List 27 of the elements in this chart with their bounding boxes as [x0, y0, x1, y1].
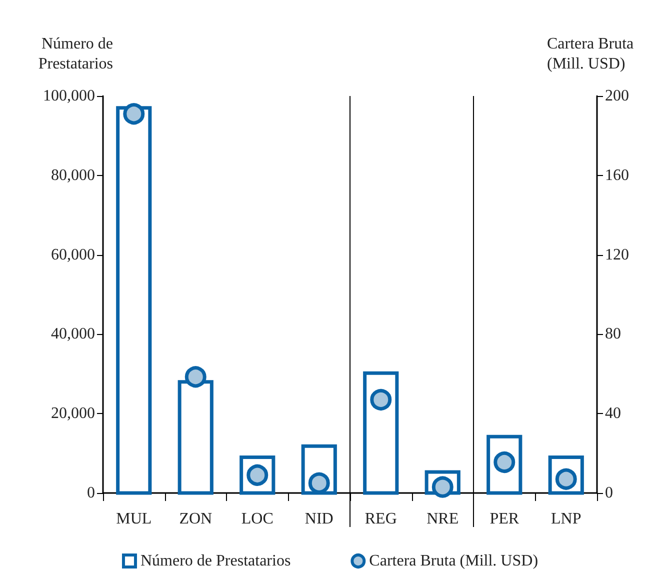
point — [370, 388, 392, 410]
y-tick-label: 100,000 — [43, 88, 95, 104]
y2-tick-label: 200 — [605, 88, 629, 104]
y-axis-title: Número de Prestatarios — [38, 36, 113, 72]
y2-tick-label: 160 — [605, 166, 629, 184]
y2-tick-label: 40 — [605, 405, 621, 422]
y-tick-label: 40,000 — [51, 326, 95, 343]
x-tick-label: LNP — [551, 510, 582, 528]
x-tick-label: MUL — [116, 510, 152, 528]
y2-axis-title: Cartera Bruta (Mill. USD) — [547, 36, 634, 72]
x-tick-label: REG — [364, 510, 398, 528]
y-tick-label: 0 — [87, 484, 95, 502]
y2-tick-label: 80 — [605, 326, 621, 343]
x-tick-label: NRE — [426, 510, 459, 528]
x-tick-label: LOC — [241, 510, 274, 528]
x-tick-label: ZON — [179, 510, 213, 528]
y-tick-label: 80,000 — [51, 166, 95, 184]
point — [184, 366, 206, 388]
y2-tick-label: 0 — [605, 484, 613, 502]
y-tick-label: 60,000 — [51, 246, 95, 264]
x-tick-label: NID — [304, 510, 334, 528]
legend-label: Número de Prestatarios — [140, 552, 291, 570]
y2-tick-label: 120 — [605, 246, 629, 264]
legend-label: Cartera Bruta (Mill. USD) — [369, 552, 538, 570]
point — [123, 103, 145, 125]
x-tick-label: PER — [490, 510, 520, 528]
y-tick-label: 20,000 — [51, 405, 95, 422]
